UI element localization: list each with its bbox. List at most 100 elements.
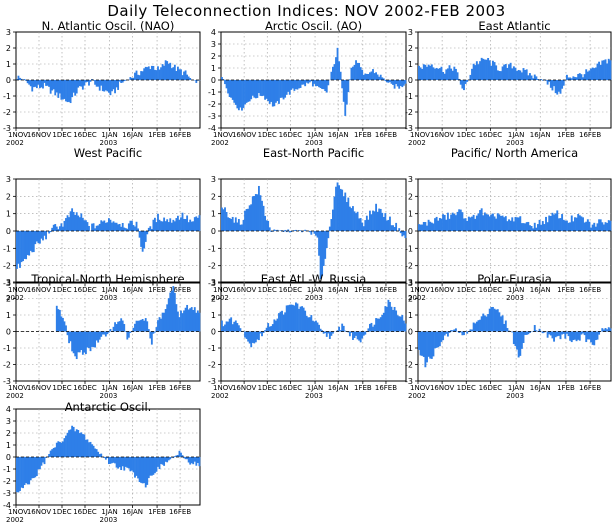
index-bar — [525, 331, 528, 335]
index-bar — [265, 327, 268, 332]
index-bar — [81, 80, 84, 90]
index-bar — [152, 65, 155, 80]
index-bar — [344, 192, 347, 231]
index-bar — [131, 220, 133, 231]
index-bar — [482, 58, 485, 80]
index-bar — [461, 212, 464, 231]
index-bar — [131, 457, 133, 471]
index-bar — [40, 80, 43, 88]
index-bar — [450, 68, 453, 80]
y-tick-label: -1 — [208, 344, 216, 353]
panel-title: Arctic Oscil. (AO) — [264, 19, 363, 33]
index-bar — [291, 80, 294, 89]
index-bar — [103, 331, 106, 335]
index-bar — [278, 80, 280, 104]
index-bar — [126, 457, 129, 468]
index-bar — [276, 318, 279, 332]
index-bar — [234, 80, 237, 105]
index-bar — [373, 324, 376, 332]
index-bar — [321, 80, 324, 90]
index-bar — [45, 231, 47, 240]
index-bar — [299, 306, 302, 332]
y-tick-label: -3 — [3, 377, 11, 386]
index-bar — [495, 65, 498, 80]
index-bar — [224, 80, 226, 85]
index-bar — [157, 320, 159, 332]
index-bar — [574, 77, 576, 80]
index-bar — [485, 59, 488, 80]
index-bar — [60, 223, 63, 231]
index-bar — [367, 74, 370, 80]
index-bar — [541, 331, 544, 334]
index-bar — [493, 216, 496, 231]
index-bar — [160, 221, 162, 231]
index-bar — [51, 227, 54, 231]
index-bar — [71, 331, 74, 352]
index-bar — [567, 331, 570, 337]
index-bar — [58, 441, 61, 457]
index-bar — [57, 441, 60, 457]
index-bar — [549, 80, 552, 88]
index-bar — [126, 228, 129, 231]
index-bar — [424, 64, 427, 80]
index-bar — [65, 435, 67, 457]
index-bar — [25, 231, 28, 260]
index-bar — [549, 331, 552, 336]
index-bar — [198, 457, 201, 467]
index-bar — [248, 205, 251, 231]
index-bar — [170, 68, 173, 80]
index-bar — [541, 80, 544, 81]
index-bar — [193, 217, 196, 231]
index-bar — [71, 208, 74, 231]
index-bar — [104, 80, 107, 91]
index-bar — [385, 220, 388, 231]
index-bar — [118, 321, 121, 332]
index-bar — [372, 210, 374, 231]
index-bar — [69, 80, 72, 104]
index-bar — [327, 80, 330, 86]
index-bar — [288, 80, 291, 95]
index-bar — [390, 306, 393, 332]
index-bar — [567, 77, 570, 80]
index-bar — [475, 321, 478, 332]
index-bar — [138, 457, 141, 483]
index-bar — [308, 317, 311, 332]
x-tick-label: 16FEB — [375, 384, 397, 392]
index-bar — [585, 221, 588, 231]
index-bar — [63, 220, 66, 231]
index-bar — [601, 328, 604, 332]
index-bar — [35, 231, 38, 242]
panel-title: N. Atlantic Oscil. (NAO) — [41, 19, 175, 33]
index-bar — [362, 331, 365, 336]
index-bar — [500, 316, 502, 332]
index-bar — [395, 80, 398, 85]
index-bar — [181, 75, 184, 80]
index-bar — [25, 457, 28, 484]
index-bar — [491, 213, 494, 231]
index-bar — [393, 80, 396, 89]
index-bar — [339, 71, 342, 80]
index-bar — [356, 62, 359, 80]
index-bar — [101, 80, 104, 92]
index-bar — [31, 457, 34, 479]
x-tick-label: 16DEC — [479, 131, 503, 139]
index-bar — [580, 216, 583, 231]
index-bar — [490, 307, 493, 332]
index-bar — [244, 80, 246, 105]
index-bar — [108, 218, 110, 231]
index-bar — [173, 456, 176, 457]
index-bar — [106, 222, 109, 231]
index-bar — [332, 209, 334, 231]
y-tick-label: -1 — [405, 244, 413, 253]
index-bar — [55, 442, 58, 457]
index-bar — [154, 331, 156, 333]
index-bar — [190, 307, 193, 332]
y-tick-label: -2 — [405, 361, 413, 370]
index-bar — [157, 457, 159, 467]
index-bar — [477, 320, 480, 332]
index-bar — [435, 331, 438, 348]
index-bar — [147, 457, 150, 479]
index-bar — [127, 457, 130, 469]
index-bar — [509, 220, 512, 231]
index-bar — [545, 80, 547, 81]
